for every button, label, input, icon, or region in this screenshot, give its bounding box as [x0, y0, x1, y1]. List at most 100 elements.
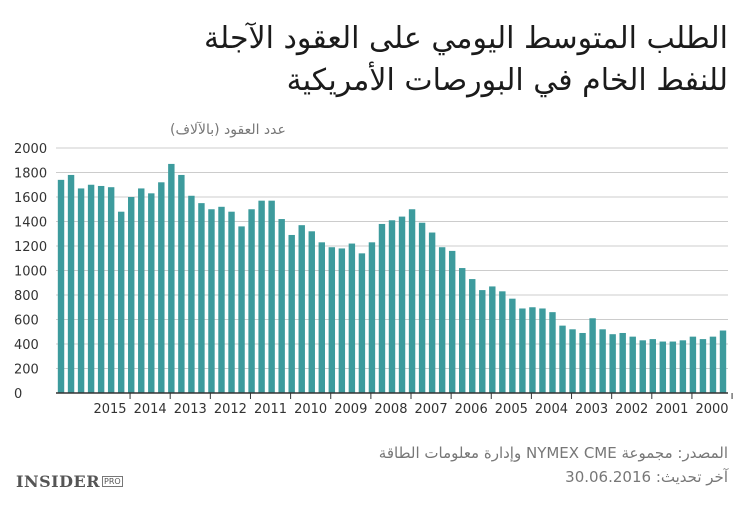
- bar: [117, 211, 125, 393]
- chart-title: الطلب المتوسط اليومي على العقود الآجلة ل…: [28, 18, 728, 102]
- bar: [228, 211, 235, 393]
- bar: [669, 341, 677, 393]
- bar: [629, 336, 636, 393]
- bar: [158, 182, 165, 393]
- source-text: المصدر: مجموعة NYMEX CME وإدارة معلومات …: [378, 444, 728, 462]
- bar: [388, 220, 396, 393]
- bar: [599, 329, 606, 393]
- bar: [358, 253, 366, 393]
- bar: [579, 332, 586, 393]
- bar: [679, 340, 687, 393]
- bar: [609, 334, 616, 393]
- y-tick-label: 1400: [14, 216, 47, 231]
- bar: [208, 209, 215, 393]
- bar: [589, 318, 596, 393]
- bar: [258, 200, 265, 393]
- bar: [328, 247, 336, 393]
- bar: [549, 312, 556, 393]
- y-tick-label: 800: [14, 289, 39, 304]
- chart-title-line2: للنفط الخام في البورصات الأمريكية: [286, 63, 728, 98]
- x-tick-label: 2003: [575, 402, 608, 417]
- bar: [138, 188, 145, 393]
- bar: [338, 248, 346, 393]
- bar: [509, 298, 516, 393]
- y-tick-label: 1200: [14, 240, 47, 255]
- bar: [218, 206, 225, 393]
- x-tick-label: 2002: [615, 402, 648, 417]
- bar: [699, 339, 707, 393]
- bar-chart: عدد العقود (بالآلاف) 0 200 400 600 800 1000 12…: [14, 122, 733, 417]
- bar: [168, 163, 175, 393]
- x-tick-label: 2006: [455, 402, 488, 417]
- y-tick-label: 0: [14, 387, 22, 402]
- bar: [689, 336, 697, 393]
- x-tick-label: 2012: [214, 402, 247, 417]
- bar: [659, 341, 667, 393]
- x-tick-label: 2000: [695, 402, 728, 417]
- bar: [308, 231, 315, 393]
- updated-date: آخر تحديث: 30.06.2016: [565, 468, 728, 486]
- y-axis-ticks: 0 200 400 600 800 1000 1200 1400 1600 1800 2000: [14, 142, 47, 402]
- logo-badge: PRO: [102, 476, 123, 487]
- bar: [408, 209, 416, 393]
- bar: [378, 223, 386, 393]
- bar: [398, 216, 406, 393]
- x-tick-label: 2001: [655, 402, 688, 417]
- bar: [649, 339, 656, 393]
- y-axis-label: عدد العقود (بالآلاف): [170, 122, 286, 138]
- x-axis-ticks: 2000 2001 2002 2003 2004 2005 2006 2007 2008 2009…: [93, 393, 733, 417]
- bar: [428, 232, 436, 393]
- y-tick-label: 400: [14, 338, 39, 353]
- y-tick-label: 1000: [14, 265, 47, 280]
- x-tick-label: 2009: [334, 402, 367, 417]
- bar: [67, 174, 75, 393]
- x-tick-label: 2014: [134, 402, 167, 417]
- bar: [178, 174, 185, 393]
- bar: [418, 222, 426, 393]
- y-tick-label: 1600: [14, 191, 47, 206]
- source-note: المصدر: مجموعة NYMEX CME وإدارة معلومات …: [228, 441, 728, 489]
- x-tick-label: 2011: [254, 402, 287, 417]
- bar: [148, 193, 155, 393]
- bar: [238, 226, 245, 393]
- bars: [57, 163, 727, 394]
- bar: [97, 185, 105, 393]
- bar: [469, 279, 476, 393]
- bar: [348, 243, 356, 393]
- bar: [459, 268, 466, 393]
- bar: [188, 195, 195, 393]
- insider-pro-logo: INSIDER PRO: [16, 472, 123, 491]
- bar: [128, 197, 135, 393]
- y-tick-label: 2000: [14, 142, 47, 157]
- bar: [77, 188, 85, 393]
- x-tick-label: 2005: [495, 402, 528, 417]
- bar: [368, 242, 376, 393]
- bar: [499, 291, 506, 393]
- bar: [539, 308, 546, 393]
- bar: [479, 290, 486, 393]
- bar: [448, 250, 456, 393]
- bar: [489, 286, 496, 393]
- bar: [529, 307, 536, 393]
- bar: [268, 200, 275, 393]
- bar: [559, 325, 566, 394]
- bar: [709, 336, 717, 393]
- x-tick-label: 2015: [93, 402, 126, 417]
- x-tick-label: 2008: [374, 402, 407, 417]
- bar: [288, 234, 295, 393]
- bar: [278, 219, 285, 393]
- y-tick-label: 200: [14, 363, 39, 378]
- bar: [719, 330, 727, 393]
- x-tick-label: 2013: [174, 402, 207, 417]
- bar: [248, 209, 255, 393]
- x-tick-label: 2010: [294, 402, 327, 417]
- y-tick-label: 1800: [14, 167, 47, 182]
- bar: [318, 242, 325, 393]
- bar: [438, 247, 446, 393]
- bar: [57, 179, 65, 393]
- x-tick-label: 2004: [535, 402, 568, 417]
- x-tick-label: 2007: [415, 402, 448, 417]
- bar: [619, 332, 626, 393]
- y-tick-label: 600: [14, 314, 39, 329]
- logo-text: INSIDER: [16, 472, 101, 491]
